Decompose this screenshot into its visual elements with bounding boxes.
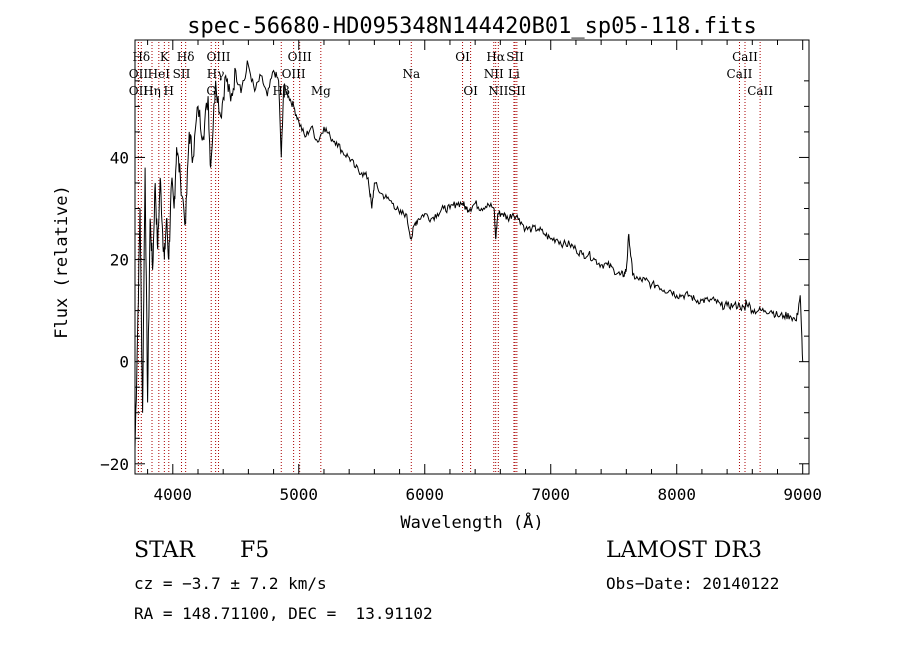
spectrum-series [134, 60, 804, 449]
line-label: Hδ [132, 50, 150, 64]
y-tick-label: 40 [110, 148, 129, 167]
x-tick-label: 6000 [405, 485, 444, 504]
x-tick-label: 7000 [531, 485, 570, 504]
y-tick-label: 0 [119, 353, 129, 372]
line-label: Li [508, 67, 520, 81]
x-tick-label: 4000 [154, 485, 193, 504]
line-label: OII [129, 84, 149, 98]
line-label: NII [488, 84, 508, 98]
line-label: OIII [288, 50, 312, 64]
spectrum-line [134, 60, 804, 449]
axis-ticks: 4000 5000 6000 7000 8000 9000 −20 0 20 40 [100, 40, 822, 504]
line-label: CaII [747, 84, 773, 98]
line-label: OI [455, 50, 470, 64]
x-tick-label: 9000 [783, 485, 822, 504]
line-label: Na [402, 67, 420, 81]
line-label: Hδ [177, 50, 195, 64]
line-label: Hα [486, 50, 505, 64]
obs-date: Obs−Date: 20140122 [606, 574, 780, 593]
cz-value: cz = −3.7 ± 7.2 km/s [134, 574, 327, 593]
line-label: HeI [148, 67, 171, 81]
line-label: K [160, 50, 170, 64]
survey-label: LAMOST DR3 [606, 538, 762, 563]
line-label: OIII [206, 50, 230, 64]
line-label: Hη [143, 84, 161, 98]
line-label: OII [129, 67, 149, 81]
line-label: Hγ [207, 67, 225, 81]
spectral-line-markers [137, 42, 761, 474]
subclass-label: F5 [240, 538, 270, 563]
line-label: CaII [727, 67, 753, 81]
x-axis-label: Wavelength (Å) [400, 511, 543, 533]
y-tick-label: 20 [110, 251, 129, 270]
line-label: H [164, 84, 174, 98]
line-label: SII [506, 50, 524, 64]
line-label: SII [173, 67, 191, 81]
x-tick-label: 8000 [657, 485, 696, 504]
line-label: Mg [311, 84, 331, 98]
y-axis-label: Flux (relative) [52, 185, 72, 339]
line-label: SII [508, 84, 526, 98]
coordinates: RA = 148.71100, DEC = 13.91102 [134, 604, 433, 623]
line-label: OI [463, 84, 478, 98]
class-label: STAR [134, 538, 195, 563]
line-label: NII [484, 67, 504, 81]
line-label: G [206, 84, 216, 98]
line-label: CaII [732, 50, 758, 64]
chart-title: spec-56680-HD095348N144420B01_sp05-118.f… [187, 14, 757, 39]
x-tick-label: 5000 [280, 485, 319, 504]
plot-frame [134, 39, 810, 475]
y-tick-label: −20 [100, 455, 129, 474]
line-label: OIII [282, 67, 306, 81]
